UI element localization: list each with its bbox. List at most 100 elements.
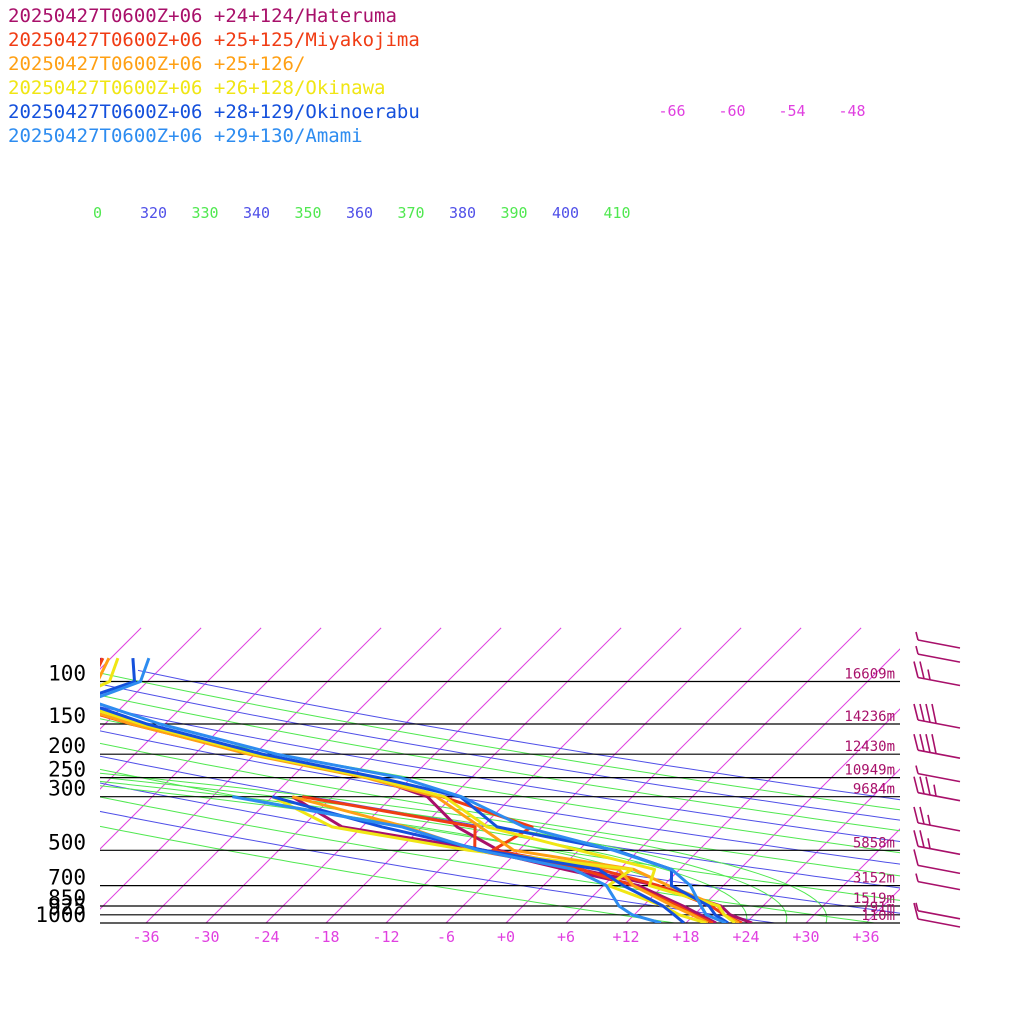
dry-adiabat-line xyxy=(100,683,900,821)
pressure-label: 200 xyxy=(48,734,86,758)
pressure-label: 500 xyxy=(48,830,86,854)
isotherm-line xyxy=(445,627,742,923)
x-tick-label: +24 xyxy=(732,928,759,946)
legend-entry: 20250427T0600Z+06 +25+125/Miyakojima xyxy=(8,29,420,51)
x-tick-label: -24 xyxy=(252,928,279,946)
x-tick-label: -30 xyxy=(192,928,219,946)
legend-entry: 20250427T0600Z+06 +28+129/Okinoerabu xyxy=(8,101,420,123)
x-tick-label: -12 xyxy=(372,928,399,946)
moist-adiabat-line xyxy=(100,776,788,923)
moist-adiabat-line xyxy=(100,780,748,923)
height-label: 16609m xyxy=(844,667,895,683)
legend: 20250427T0600Z+06 +24+124/Hateruma 202504… xyxy=(8,4,420,148)
x-tick-label: +6 xyxy=(557,928,575,946)
dry-adiabat-line xyxy=(137,669,900,801)
isotherm-line xyxy=(100,627,262,790)
legend-entry: 20250427T0600Z+06 +26+128/Okinawa xyxy=(8,77,386,99)
dry-adiabat-line xyxy=(100,755,900,889)
wind-barb xyxy=(913,661,961,687)
theta-label: 380 xyxy=(449,204,476,222)
pressure-label: 850 xyxy=(48,886,86,910)
theta-label: 390 xyxy=(500,204,527,222)
theta-label: 0 xyxy=(93,204,102,222)
wind-barbs xyxy=(913,631,961,928)
profiles xyxy=(100,657,753,923)
wind-barb xyxy=(915,645,961,663)
wind-barb xyxy=(913,806,961,832)
x-tick-label: +36 xyxy=(852,928,879,946)
isotherm-line xyxy=(926,628,1024,923)
height-label: 12430m xyxy=(844,739,895,755)
legend-entry: 20250427T0600Z+06 +29+130/Amami xyxy=(8,125,363,147)
dry-adiabat-line xyxy=(100,706,900,843)
pressure-label: 925 xyxy=(48,895,86,919)
wind-barb xyxy=(913,830,961,856)
wind-barb xyxy=(913,734,961,759)
x-tick-label: +12 xyxy=(612,928,639,946)
height-label: 9684m xyxy=(853,782,895,798)
temperature-profile-line xyxy=(100,657,727,923)
moist-adiabat-line xyxy=(100,772,828,923)
isotherm-line xyxy=(325,627,622,923)
height-label: 5858m xyxy=(853,835,895,851)
temperature-profile-line xyxy=(100,657,729,923)
isotherm-line xyxy=(265,627,562,923)
x-tick-label: -18 xyxy=(312,928,339,946)
isobars xyxy=(100,680,900,924)
isotherm-line xyxy=(805,828,900,923)
pressure-label: 150 xyxy=(48,704,86,728)
theta-label: 370 xyxy=(397,204,424,222)
height-label: 791m xyxy=(861,900,895,916)
theta-label: 410 xyxy=(603,204,630,222)
height-label: 10949m xyxy=(844,763,895,779)
isotherm-line xyxy=(145,627,442,923)
dewpoint-profile-line xyxy=(271,795,685,923)
height-label: 110m xyxy=(861,908,895,924)
dewpoint-profile-line xyxy=(291,795,717,923)
wind-barb xyxy=(915,765,961,783)
theta-label: 350 xyxy=(294,204,321,222)
isotherm-line xyxy=(986,628,1024,923)
dry-adiabat-line xyxy=(100,672,900,811)
height-label: 1519m xyxy=(853,891,895,907)
x-tick-label: -6 xyxy=(437,928,455,946)
wind-barb xyxy=(913,776,961,802)
height-label: 3152m xyxy=(853,871,895,887)
pressure-label: 700 xyxy=(48,866,86,890)
pressure-label: 300 xyxy=(48,777,86,801)
pressure-label: 100 xyxy=(48,662,86,686)
wind-barb xyxy=(915,902,961,920)
pressure-label: 1000 xyxy=(35,903,86,927)
wind-barb xyxy=(913,849,961,875)
isotherm-label: -54 xyxy=(778,102,805,120)
isotherm-line xyxy=(100,627,382,910)
isotherm-line xyxy=(505,627,802,923)
isotherm-label: -60 xyxy=(718,102,745,120)
axis-labels: 100 16609m 150 14236m 200 12430m 250 10949m 300 9… xyxy=(35,102,895,946)
dry-adiabat-line xyxy=(100,742,900,877)
theta-label: 360 xyxy=(346,204,373,222)
wind-barb xyxy=(915,631,961,649)
isotherm-line xyxy=(100,627,202,730)
dry-adiabat-line xyxy=(100,730,900,865)
isotherm-line xyxy=(685,708,900,923)
isotherm-label: -66 xyxy=(658,102,685,120)
theta-label: 400 xyxy=(552,204,579,222)
dry-adiabat-line xyxy=(100,694,900,832)
x-tick-label: +30 xyxy=(792,928,819,946)
legend-entry: 20250427T0600Z+06 +24+124/Hateruma xyxy=(8,5,397,27)
dewpoint-profile-line xyxy=(232,795,662,923)
x-tick-label: -36 xyxy=(132,928,159,946)
wind-barb xyxy=(913,703,961,729)
x-tick-label: +0 xyxy=(497,928,515,946)
isotherm-line xyxy=(0,628,21,923)
dewpoint-profile-line xyxy=(271,795,707,923)
height-label: 14236m xyxy=(844,709,895,725)
theta-label: 330 xyxy=(191,204,218,222)
theta-label: 340 xyxy=(243,204,270,222)
pressure-label: 250 xyxy=(48,758,86,782)
x-tick-label: +18 xyxy=(672,928,699,946)
legend-entry: 20250427T0600Z+06 +25+126/ xyxy=(8,53,306,75)
isotherm-line xyxy=(100,627,322,850)
